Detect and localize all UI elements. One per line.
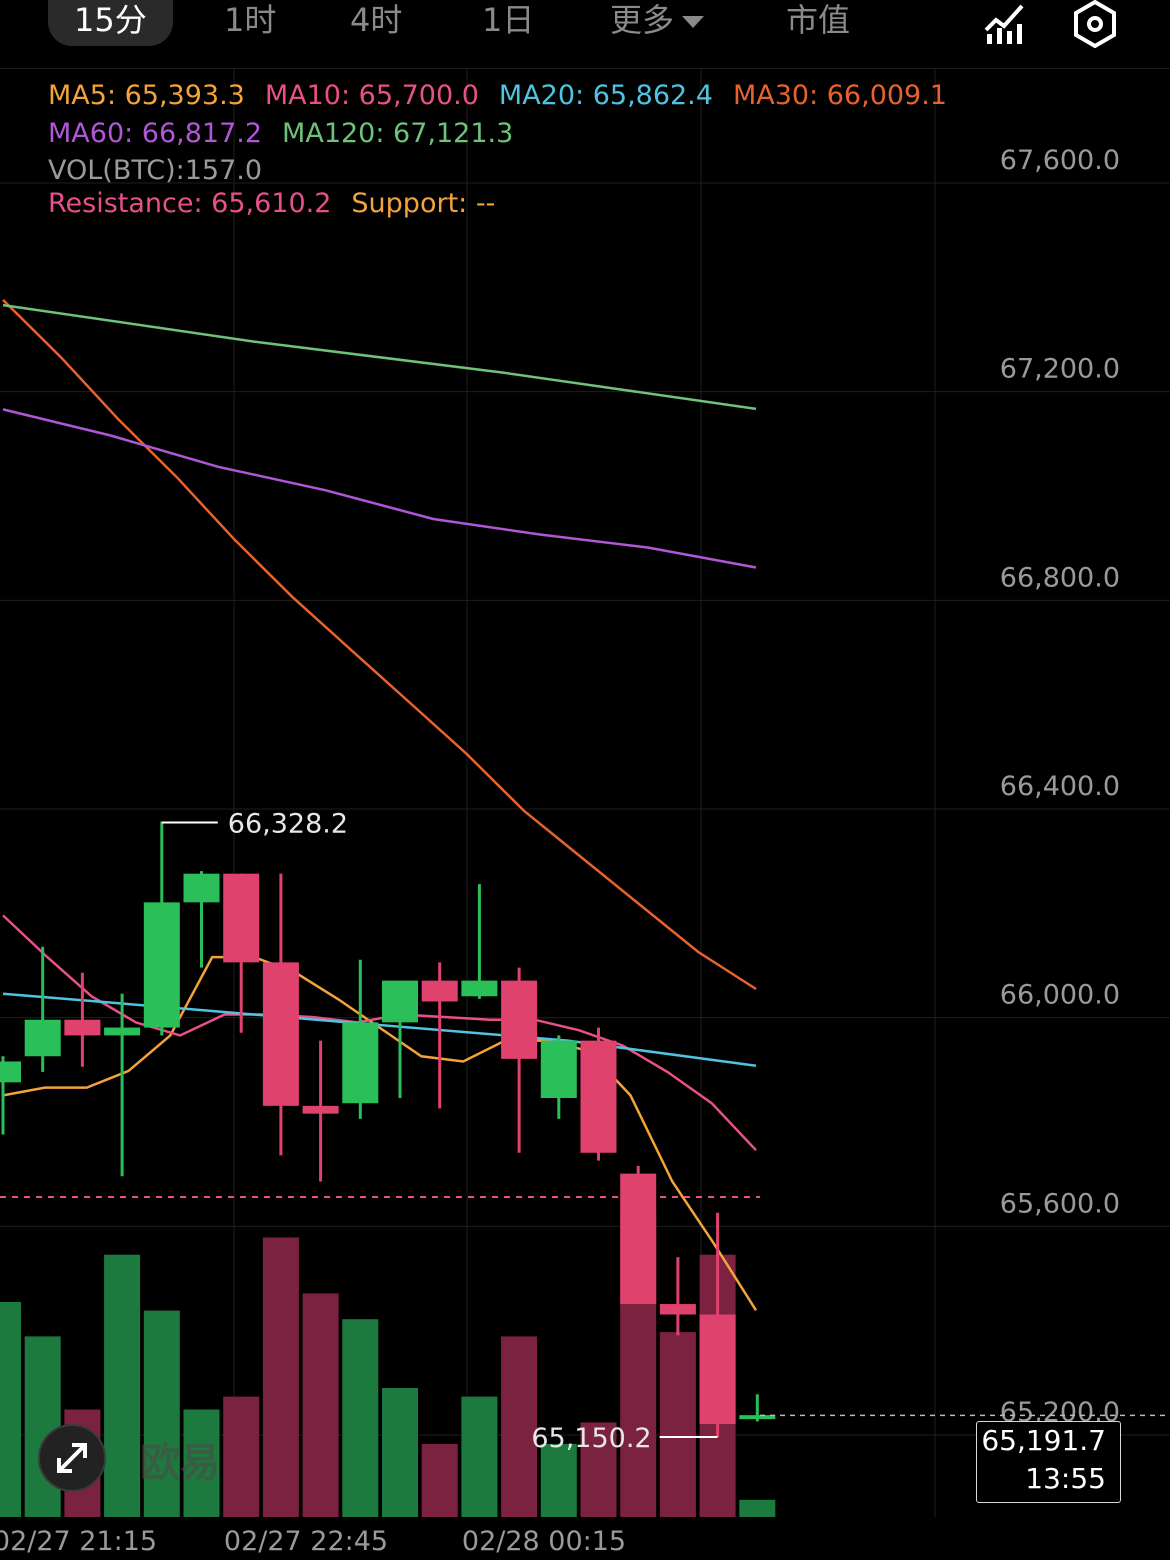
volume-bar: [342, 1319, 379, 1517]
expand-arrows-icon: [57, 1443, 87, 1473]
volume-bar: [143, 1310, 180, 1517]
legend-resistance: Resistance: 65,610.2: [48, 188, 332, 219]
x-tick-label: 02/28 00:15: [462, 1526, 626, 1557]
interval-tab-bar: 15分 1时 4时 1日 更多 市值: [0, 0, 1170, 69]
legend-ma120: MA120: 67,121.3: [282, 118, 514, 149]
x-tick-label: 02/27 21:15: [0, 1526, 157, 1557]
candle-body: [421, 980, 458, 1002]
high-price-label: 66,328.2: [228, 808, 348, 839]
ma-line-ma120: [2, 303, 757, 411]
last-price-value: 65,191.7: [981, 1424, 1106, 1457]
y-tick-label: 67,200.0: [1000, 354, 1120, 385]
candle-body: [540, 1040, 577, 1098]
volume-bar: [183, 1409, 220, 1517]
tab-more[interactable]: 更多: [610, 0, 705, 46]
tab-1d[interactable]: 1日: [482, 1, 535, 39]
legend-ma20: MA20: 65,862.4: [498, 80, 713, 111]
ma-legend-row-1: MA5: 65,393.3 MA10: 65,700.0 MA20: 65,862.…: [48, 80, 967, 111]
settings-hexagon-icon[interactable]: [1071, 0, 1119, 48]
candle-body: [0, 1061, 21, 1083]
candle-body: [659, 1304, 696, 1315]
y-tick-label: 65,600.0: [1000, 1188, 1120, 1219]
volume-bar: [223, 1396, 260, 1517]
legend-ma10: MA10: 65,700.0: [264, 80, 479, 111]
candle-countdown: 13:55: [1025, 1462, 1106, 1495]
candle-body: [143, 902, 180, 1028]
candle-body: [64, 1019, 101, 1036]
volume-bar: [382, 1388, 418, 1517]
exchange-watermark-logo: 欧易: [140, 1440, 220, 1486]
candle-body: [104, 1027, 141, 1036]
tab-15m[interactable]: 15分: [48, 0, 173, 46]
ma-legend-row-2: MA60: 66,817.2 MA120: 67,121.3: [48, 118, 533, 149]
volume-bar: [501, 1336, 538, 1517]
candle-body: [342, 1022, 379, 1104]
volume-bar: [0, 1302, 21, 1517]
candle-body: [183, 873, 220, 903]
candle-body: [739, 1415, 776, 1420]
volume-bar: [580, 1422, 617, 1517]
expand-button[interactable]: [38, 1424, 106, 1492]
legend-levels: Resistance: 65,610.2 Support: --: [48, 188, 515, 219]
y-tick-label: 66,400.0: [1000, 771, 1120, 802]
tab-1h[interactable]: 1时: [224, 1, 277, 39]
volume-bar: [461, 1396, 498, 1517]
volume-bar: [540, 1443, 577, 1517]
y-tick-label: 66,000.0: [1000, 980, 1120, 1011]
ma-line-ma20: [2, 992, 757, 1067]
tab-more-label: 更多: [610, 1, 675, 39]
candle-body: [580, 1040, 617, 1153]
legend-ma60: MA60: 66,817.2: [48, 118, 263, 149]
tab-4h[interactable]: 4时: [350, 1, 403, 39]
candle-body: [24, 1019, 61, 1057]
ma-line-ma5: [2, 955, 758, 1311]
candle-body: [382, 980, 418, 1023]
volume-bar: [659, 1332, 696, 1517]
y-tick-label: 67,600.0: [1000, 145, 1120, 176]
volume-bar: [739, 1499, 776, 1517]
candle-body: [302, 1105, 339, 1114]
candle-body: [461, 980, 498, 997]
volume-bar: [262, 1237, 299, 1517]
candle-body: [223, 873, 260, 963]
candle-body: [501, 980, 538, 1059]
last-price-tag: 65,191.7 13:55: [976, 1421, 1121, 1503]
legend-volume: VOL(BTC):157.0: [48, 155, 263, 186]
candle-body: [620, 1173, 657, 1305]
legend-ma30: MA30: 66,009.1: [732, 80, 947, 111]
chevron-down-icon: [682, 16, 705, 28]
candle-body: [262, 962, 299, 1106]
volume-bar: [421, 1443, 458, 1517]
ma-line-ma30: [2, 299, 757, 991]
chart-indicator-icon[interactable]: [982, 0, 1030, 48]
tab-market-cap[interactable]: 市值: [786, 1, 851, 39]
legend-support: Support: --: [351, 188, 496, 219]
candle-body: [699, 1314, 736, 1425]
volume-bar: [104, 1254, 141, 1517]
y-tick-label: 66,800.0: [1000, 562, 1120, 593]
legend-ma5: MA5: 65,393.3: [48, 80, 245, 111]
low-price-label: 65,150.2: [531, 1423, 651, 1454]
volume-bar: [302, 1293, 339, 1517]
ma-line-ma60: [2, 408, 757, 569]
x-tick-label: 02/27 22:45: [224, 1526, 388, 1557]
